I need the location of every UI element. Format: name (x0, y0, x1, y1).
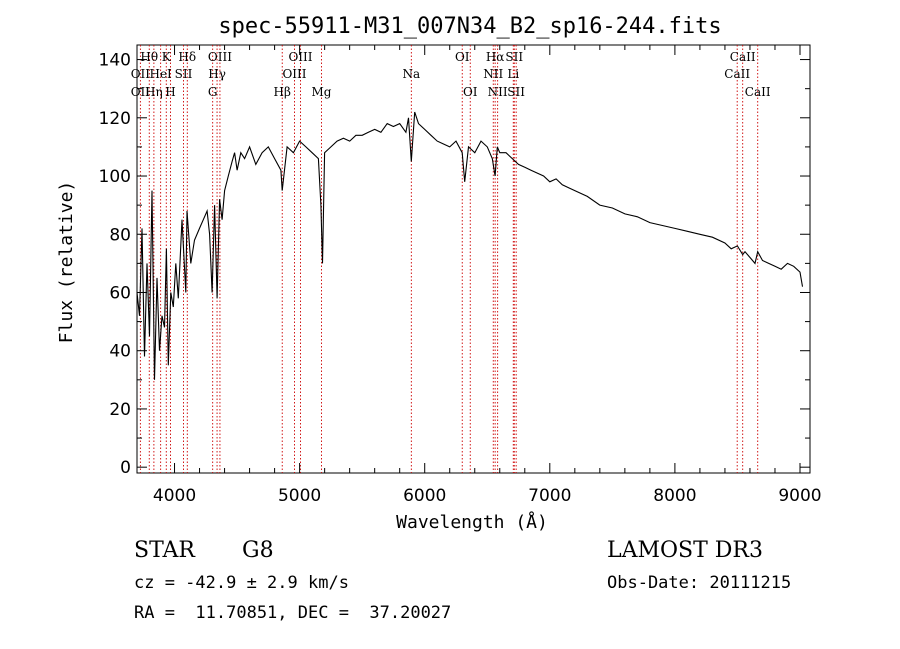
line-marker-label: Mg (312, 85, 332, 99)
x-tick-label: 6000 (403, 486, 446, 506)
line-marker-label: OII (131, 85, 151, 99)
y-tick-label: 100 (99, 167, 131, 187)
line-marker-label: SII (505, 50, 523, 64)
line-marker-label: HeI (149, 67, 172, 81)
survey-name: LAMOST DR3 (607, 538, 763, 563)
y-tick-label: 60 (109, 283, 131, 303)
y-tick-label: 120 (99, 109, 131, 129)
spectrum-series-line (136, 111, 804, 380)
line-marker-label: OIII (208, 50, 232, 64)
y-axis-ticks: 0 20 40 60 80 100 120 140 (99, 51, 810, 478)
plot-frame (136, 44, 811, 474)
x-axis-label: Wavelength (Å) (396, 511, 548, 533)
line-marker-label: OIII (282, 67, 306, 81)
line-marker-label: CaII (745, 85, 771, 99)
line-marker-label: Hβ (274, 85, 291, 99)
y-tick-label: 40 (109, 342, 131, 362)
line-marker-label: CaII (730, 50, 756, 64)
y-tick-label: 0 (120, 458, 131, 478)
line-marker-label: NII (488, 85, 508, 99)
line-marker-label: Hα (486, 50, 505, 64)
line-marker-label: Hγ (208, 67, 226, 81)
observation-date: Obs-Date: 20111215 (607, 573, 792, 593)
y-tick-label: 20 (109, 400, 131, 420)
y-tick-label: 80 (109, 225, 131, 245)
redshift-cz: cz = -42.9 ± 2.9 km/s (134, 573, 349, 593)
x-tick-label: 8000 (653, 486, 696, 506)
line-marker-label: NII (483, 67, 503, 81)
line-marker-label: Li (507, 67, 519, 81)
line-marker-label: OIII (288, 50, 312, 64)
sky-coordinates: RA = 11.70851, DEC = 37.20027 (134, 603, 452, 623)
line-marker-label: SII (175, 67, 193, 81)
line-marker-label: OI (463, 85, 478, 99)
y-axis-label: Flux (relative) (56, 181, 77, 344)
line-marker-label: K (162, 50, 172, 64)
x-axis-ticks: 4000 5000 6000 7000 8000 9000 (153, 45, 822, 506)
line-marker-label: OI (455, 50, 470, 64)
line-marker-label: G (208, 85, 218, 99)
x-tick-label: 7000 (528, 486, 571, 506)
line-marker-label: Na (403, 67, 421, 81)
line-marker-label: Hη (145, 85, 163, 99)
line-marker-label: Hθ (140, 50, 158, 64)
x-tick-label: 5000 (278, 486, 321, 506)
line-marker-label: SII (507, 85, 525, 99)
line-marker-label: Hδ (178, 50, 196, 64)
line-marker-label: H (165, 85, 175, 99)
x-tick-label: 4000 (153, 486, 196, 506)
object-class: STAR (134, 538, 195, 563)
object-subclass: G8 (242, 538, 274, 563)
line-marker-label: CaII (724, 67, 750, 81)
chart-title: spec-55911-M31_007N34_B2_sp16-244.fits (218, 14, 721, 39)
x-tick-label: 9000 (778, 486, 821, 506)
emission-line-markers (139, 45, 759, 473)
y-tick-label: 140 (99, 51, 131, 71)
line-marker-label: OII (131, 67, 151, 81)
